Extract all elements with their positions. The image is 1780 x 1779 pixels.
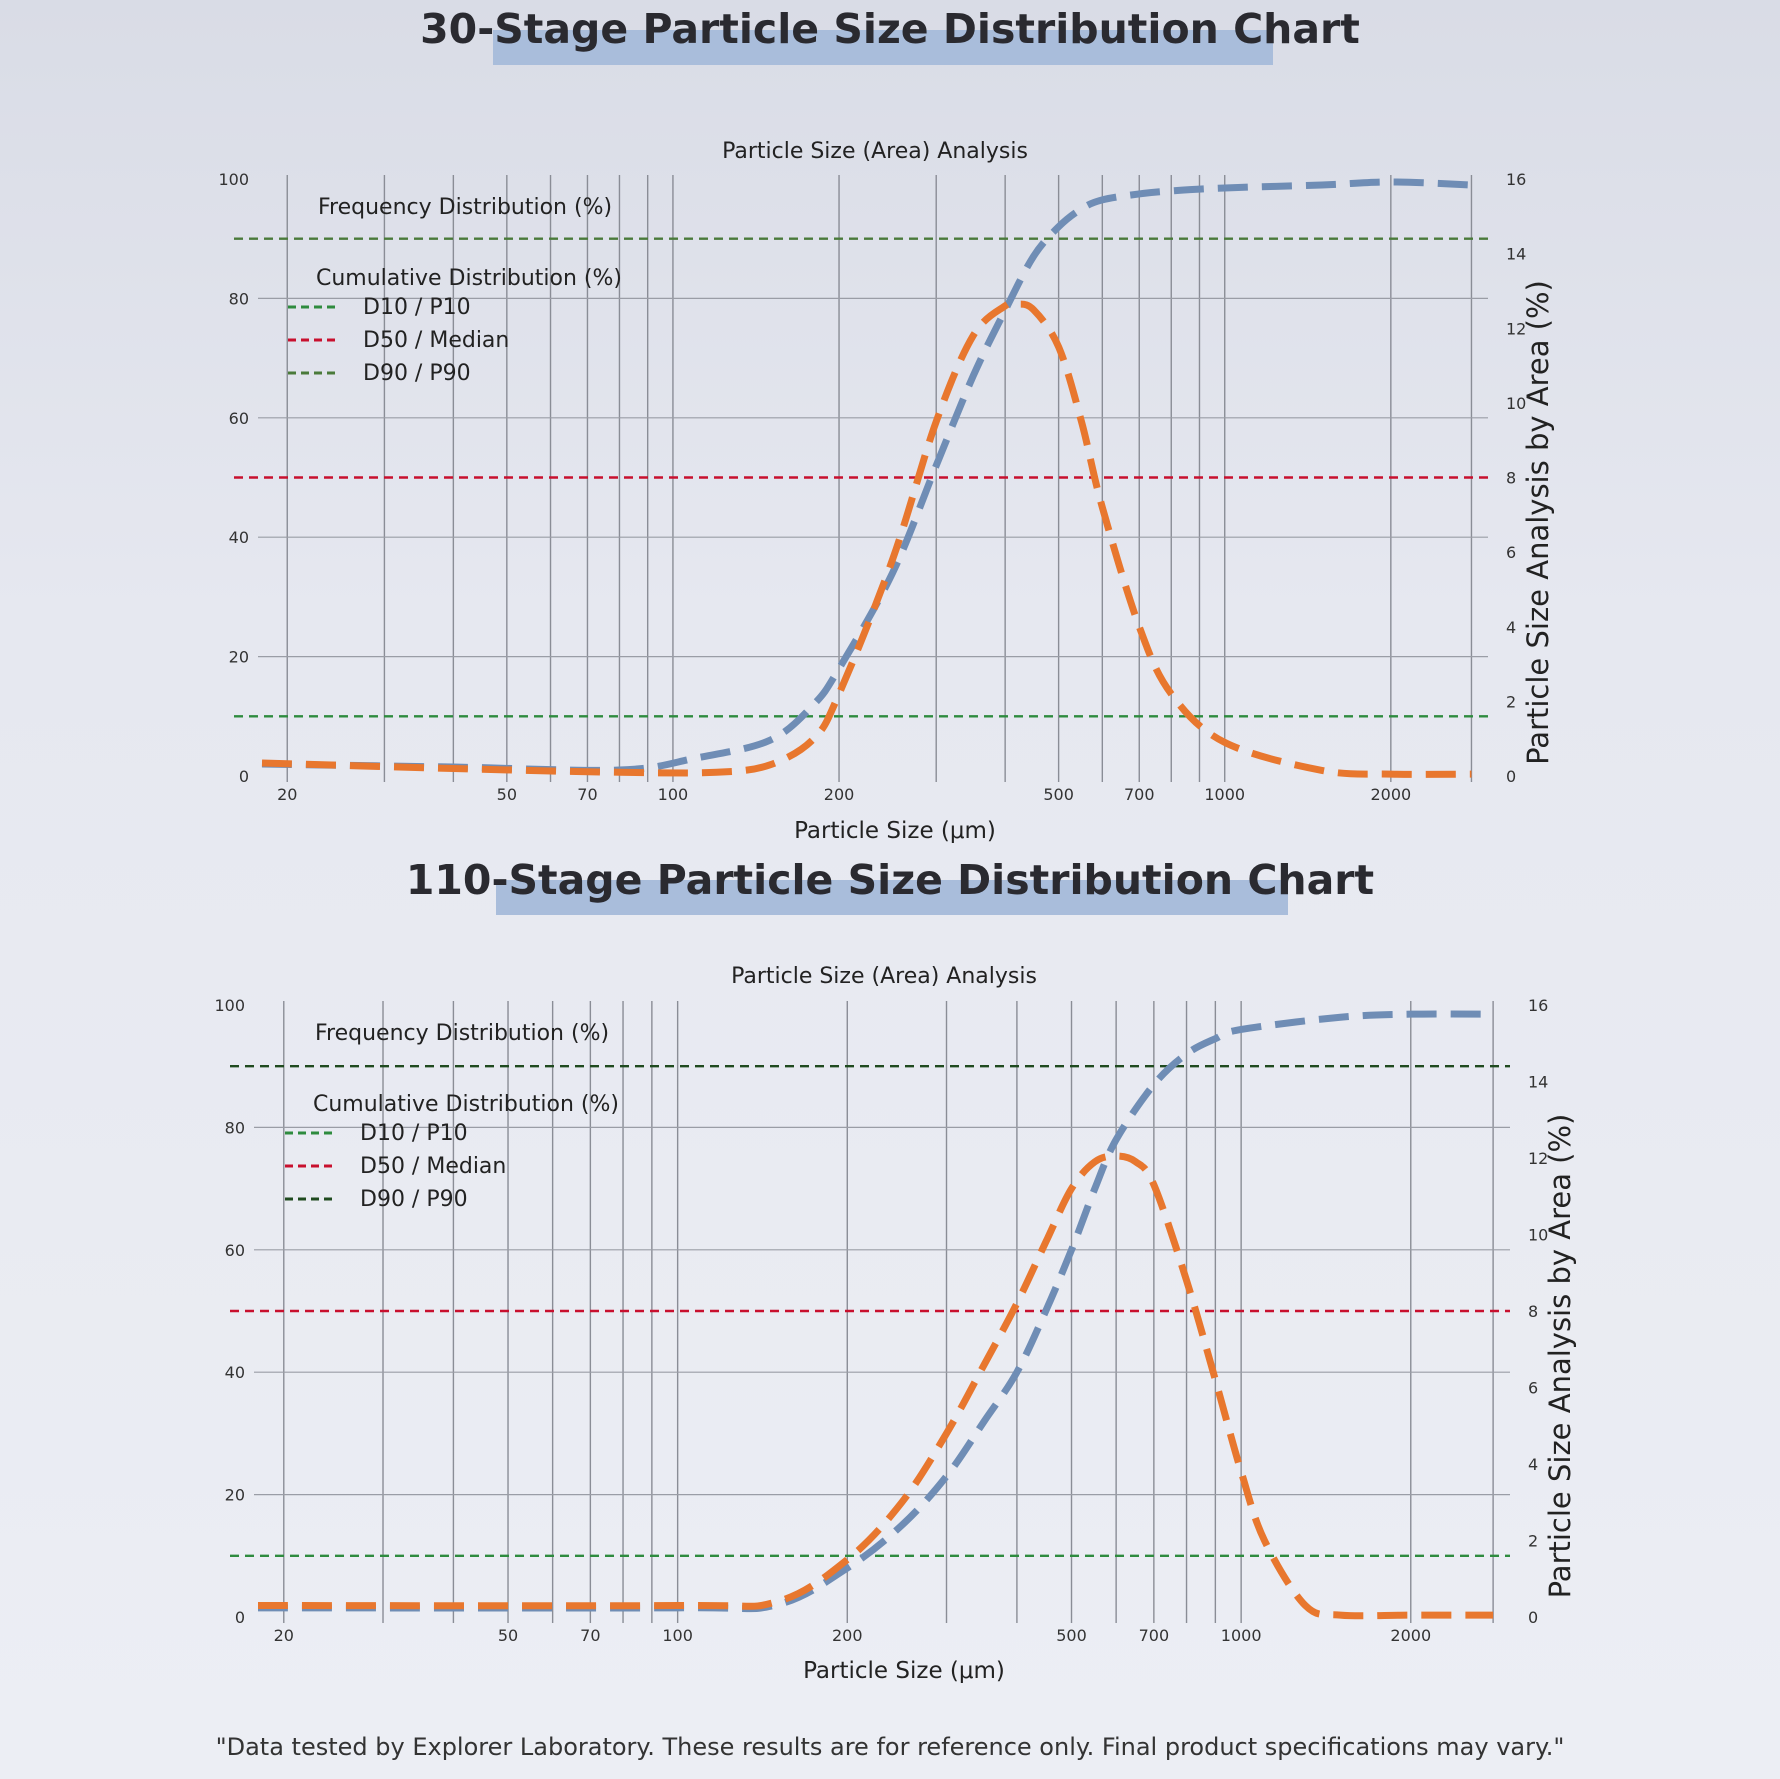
y-right-tick-label: 14	[1528, 1073, 1548, 1092]
y-right-tick-label: 16	[1528, 996, 1548, 1015]
x-tick-label: 500	[1056, 1626, 1087, 1645]
x-tick-label: 1000	[1204, 785, 1245, 804]
title-highlight	[496, 880, 1288, 915]
x-tick-label: 2000	[1370, 785, 1411, 804]
y-left-tick-label: 20	[225, 1486, 245, 1505]
x-tick-label: 50	[498, 1626, 518, 1645]
legend-title-frequency: Frequency Distribution (%)	[315, 1021, 609, 1046]
y-left-tick-label: 60	[229, 409, 249, 428]
x-tick-label: 200	[832, 1626, 863, 1645]
x-tick-label: 20	[274, 1626, 294, 1645]
y-left-tick-label: 40	[225, 1363, 245, 1382]
legend-title-cumulative: Cumulative Distribution (%)	[313, 1092, 619, 1117]
y-right-tick-label: 4	[1506, 618, 1516, 637]
legend-item-label: D50 / Median	[360, 1154, 506, 1179]
x-tick-label: 1000	[1221, 1626, 1262, 1645]
y-left-tick-label: 0	[235, 1608, 245, 1627]
legend-item-label: D10 / P10	[360, 1121, 468, 1146]
title-highlight	[493, 30, 1273, 65]
y-right-tick-label: 6	[1506, 543, 1516, 562]
x-tick-label: 2000	[1390, 1626, 1431, 1645]
frequency-distribution-line	[257, 1152, 1494, 1620]
y-right-tick-label: 2	[1528, 1532, 1538, 1551]
x-tick-label: 700	[1124, 785, 1155, 804]
footnote: "Data tested by Explorer Laboratory. The…	[215, 1733, 1565, 1761]
y-right-tick-label: 4	[1528, 1455, 1538, 1474]
y-left-tick-label: 60	[225, 1241, 245, 1260]
y-right-tick-label: 2	[1506, 692, 1516, 711]
y-right-tick-label: 12	[1506, 319, 1526, 338]
y-right-tick-label: 8	[1506, 469, 1516, 488]
x-axis-label: Particle Size (μm)	[794, 818, 996, 844]
y-right-tick-label: 10	[1506, 394, 1526, 413]
y-right-tick-label: 10	[1528, 1226, 1548, 1245]
y-left-tick-label: 20	[229, 648, 249, 667]
y-axis-label-right: Particle Size Analysis by Area (%)	[1521, 280, 1555, 765]
y-right-tick-label: 14	[1506, 245, 1526, 264]
legend-item-label: D10 / P10	[363, 295, 471, 320]
y-left-tick-label: 40	[229, 528, 249, 547]
y-left-tick-label: 0	[239, 767, 249, 786]
y-right-tick-label: 0	[1506, 767, 1516, 786]
x-tick-label: 100	[662, 1626, 693, 1645]
x-tick-label: 70	[580, 1626, 600, 1645]
chart-subtitle: Particle Size (Area) Analysis	[731, 964, 1037, 989]
y-left-tick-label: 80	[225, 1118, 245, 1137]
cumulative-distribution-line	[261, 178, 1472, 774]
legend-item-label: D50 / Median	[363, 328, 509, 353]
legend-item-label: D90 / P90	[360, 1187, 468, 1212]
y-left-tick-label: 80	[229, 289, 249, 308]
y-right-tick-label: 6	[1528, 1379, 1538, 1398]
chart-svg: Particle Size (Area) Analysis02040608010…	[214, 964, 1577, 1684]
x-tick-label: 700	[1139, 1626, 1170, 1645]
frequency-distribution-line	[261, 299, 1472, 778]
x-tick-label: 200	[824, 785, 855, 804]
x-axis-label: Particle Size (μm)	[803, 1658, 1005, 1684]
legend-title-frequency: Frequency Distribution (%)	[318, 195, 612, 220]
y-right-tick-label: 12	[1528, 1149, 1548, 1168]
y-right-tick-label: 8	[1528, 1302, 1538, 1321]
y-left-tick-label: 100	[214, 996, 245, 1015]
x-tick-label: 100	[658, 785, 689, 804]
x-tick-label: 50	[497, 785, 517, 804]
y-right-tick-label: 16	[1506, 170, 1526, 189]
chart-30-stage: 30-Stage Particle Size Distribution Char…	[0, 0, 1780, 850]
chart-svg: Particle Size (Area) Analysis02040608010…	[218, 139, 1555, 844]
chart-title: 110-Stage Particle Size Distribution Cha…	[405, 856, 1375, 904]
y-right-tick-label: 0	[1528, 1608, 1538, 1627]
legend-title-cumulative: Cumulative Distribution (%)	[316, 266, 622, 291]
x-tick-label: 20	[277, 785, 297, 804]
x-tick-label: 500	[1043, 785, 1074, 804]
chart-110-stage: 110-Stage Particle Size Distribution Cha…	[0, 850, 1780, 1710]
y-left-tick-label: 100	[218, 170, 249, 189]
chart-title: 30-Stage Particle Size Distribution Char…	[420, 5, 1360, 53]
y-axis-label-right: Particle Size Analysis by Area (%)	[1543, 1114, 1577, 1599]
x-tick-label: 70	[577, 785, 597, 804]
legend-item-label: D90 / P90	[363, 361, 471, 386]
chart-subtitle: Particle Size (Area) Analysis	[722, 139, 1028, 164]
